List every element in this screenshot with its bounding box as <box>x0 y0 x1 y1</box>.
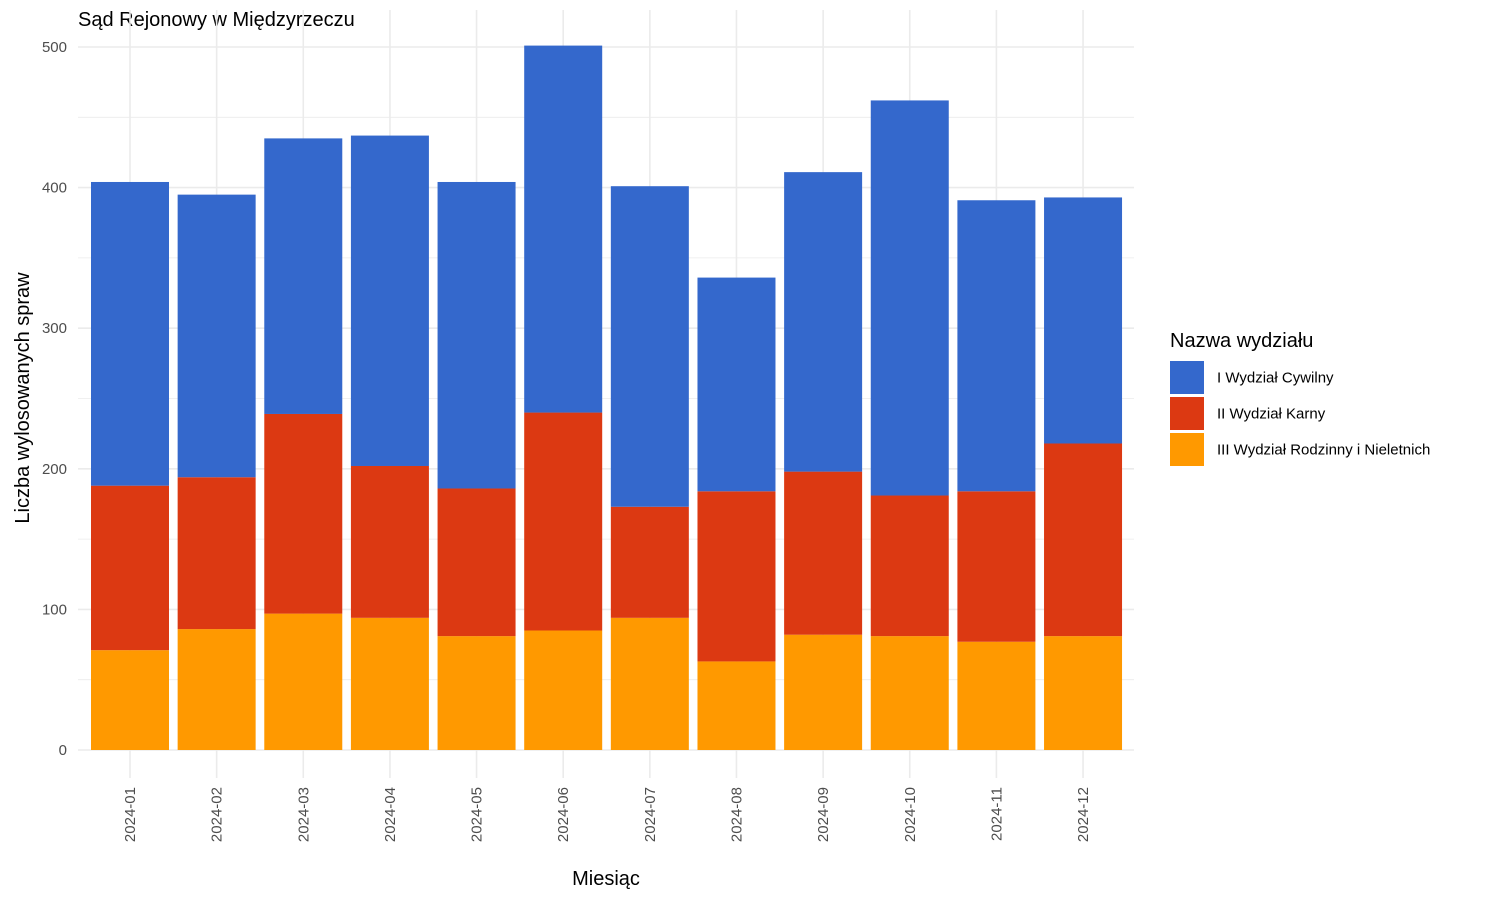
bar-ii-wydzia-karny-2024-04 <box>350 465 429 618</box>
bar-iii-wydzia-rodzinny-i-nieletnich-2024-03 <box>264 613 343 750</box>
bar-iii-wydzia-rodzinny-i-nieletnich-2024-04 <box>350 617 429 750</box>
bar-iii-wydzia-rodzinny-i-nieletnich-2024-12 <box>1044 636 1123 750</box>
y-axis-title: Liczba wylosowanych spraw <box>12 272 34 524</box>
bar-iii-wydzia-rodzinny-i-nieletnich-2024-01 <box>91 650 169 750</box>
x-tick-label: 2024-02 <box>209 787 226 842</box>
x-tick-label: 2024-06 <box>555 787 572 842</box>
x-tick-label: 2024-11 <box>988 787 1005 841</box>
bar-ii-wydzia-karny-2024-03 <box>264 413 343 614</box>
x-tick-label: 2024-04 <box>382 787 399 842</box>
legend-title: Nazwa wydziału <box>1170 330 1313 352</box>
y-tick-label: 200 <box>42 461 67 478</box>
legend-key-iii-wydzia-rodzinny-i-nieletnich <box>1170 433 1204 466</box>
x-tick-label: 2024-08 <box>728 787 745 842</box>
bar-ii-wydzia-karny-2024-10 <box>870 495 949 637</box>
bar-ii-wydzia-karny-2024-07 <box>610 506 689 618</box>
bar-ii-wydzia-karny-2024-02 <box>177 477 256 630</box>
y-tick-label: 100 <box>42 601 67 618</box>
x-tick-label: 2024-03 <box>295 787 312 842</box>
x-tick-label: 2024-01 <box>122 787 139 842</box>
bar-i-wydzia-cywilny-2024-05 <box>437 181 516 489</box>
bar-iii-wydzia-rodzinny-i-nieletnich-2024-11 <box>957 641 1036 750</box>
legend-key-i-wydzia-cywilny <box>1170 361 1204 394</box>
bar-i-wydzia-cywilny-2024-02 <box>177 194 256 478</box>
x-tick-label: 2024-05 <box>469 787 486 842</box>
legend-label-ii-wydzia-karny: II Wydział Karny <box>1217 406 1326 423</box>
legend-label-i-wydzia-cywilny: I Wydział Cywilny <box>1217 370 1334 387</box>
bar-i-wydzia-cywilny-2024-09 <box>784 172 863 472</box>
bar-iii-wydzia-rodzinny-i-nieletnich-2024-05 <box>437 636 516 750</box>
y-tick-label: 300 <box>42 320 67 337</box>
bar-i-wydzia-cywilny-2024-08 <box>697 277 776 492</box>
y-tick-label: 400 <box>42 180 67 197</box>
bars <box>91 45 1123 750</box>
x-tick-label: 2024-12 <box>1075 787 1092 842</box>
bar-iii-wydzia-rodzinny-i-nieletnich-2024-08 <box>697 661 776 750</box>
bar-ii-wydzia-karny-2024-05 <box>437 488 516 637</box>
y-tick-label: 500 <box>42 39 67 56</box>
bar-i-wydzia-cywilny-2024-06 <box>524 45 603 413</box>
bar-i-wydzia-cywilny-2024-11 <box>957 200 1036 492</box>
bar-iii-wydzia-rodzinny-i-nieletnich-2024-09 <box>784 634 863 750</box>
bar-i-wydzia-cywilny-2024-10 <box>870 100 949 496</box>
x-tick-label: 2024-09 <box>815 787 832 842</box>
legend: Nazwa wydziału I Wydział Cywilny II Wydzi… <box>1170 330 1430 466</box>
bar-ii-wydzia-karny-2024-12 <box>1044 443 1123 637</box>
x-tick-label: 2024-10 <box>902 787 919 842</box>
bar-i-wydzia-cywilny-2024-03 <box>264 138 343 414</box>
bar-i-wydzia-cywilny-2024-01 <box>91 181 169 486</box>
x-tick-label: 2024-07 <box>642 787 659 842</box>
x-axis-title: Miesiąc <box>572 868 640 890</box>
legend-label-iii-wydzia-rodzinny-i-nieletnich: III Wydział Rodzinny i Nieletnich <box>1217 442 1430 459</box>
y-axis-ticks: 0 100 200 300 400 500 <box>42 39 67 759</box>
bar-ii-wydzia-karny-2024-11 <box>957 491 1036 642</box>
bar-iii-wydzia-rodzinny-i-nieletnich-2024-06 <box>524 630 603 750</box>
bar-i-wydzia-cywilny-2024-04 <box>350 135 429 466</box>
bar-iii-wydzia-rodzinny-i-nieletnich-2024-07 <box>610 617 689 750</box>
bar-i-wydzia-cywilny-2024-07 <box>610 186 689 507</box>
bar-i-wydzia-cywilny-2024-12 <box>1044 197 1123 444</box>
y-tick-label: 0 <box>59 742 67 759</box>
bar-iii-wydzia-rodzinny-i-nieletnich-2024-02 <box>177 629 256 750</box>
bar-ii-wydzia-karny-2024-06 <box>524 412 603 631</box>
bar-ii-wydzia-karny-2024-01 <box>91 485 169 651</box>
bar-iii-wydzia-rodzinny-i-nieletnich-2024-10 <box>870 636 949 750</box>
bar-ii-wydzia-karny-2024-08 <box>697 491 776 662</box>
x-axis-ticks: 2024-01 2024-02 2024-03 2024-04 2024-05 2024-… <box>122 787 1092 842</box>
legend-key-ii-wydzia-karny <box>1170 397 1204 430</box>
bar-ii-wydzia-karny-2024-09 <box>784 471 863 635</box>
